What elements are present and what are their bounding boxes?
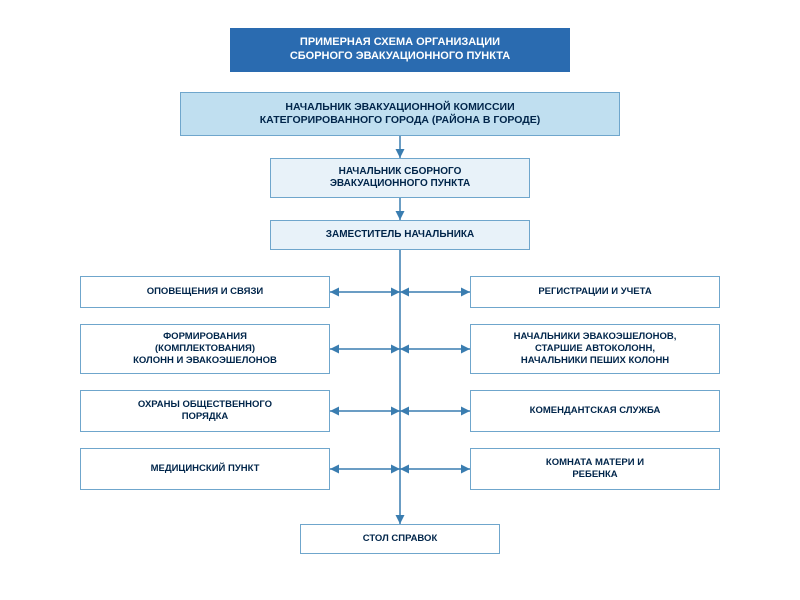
- right-1-text: РЕГИСТРАЦИИ И УЧЕТА: [538, 286, 651, 298]
- right-3-box: КОМЕНДАНТСКАЯ СЛУЖБА: [470, 390, 720, 432]
- right-1-box: РЕГИСТРАЦИИ И УЧЕТА: [470, 276, 720, 308]
- left-3-box: ОХРАНЫ ОБЩЕСТВЕННОГОПОРЯДКА: [80, 390, 330, 432]
- chief-text: НАЧАЛЬНИК СБОРНОГОЭВАКУАЦИОННОГО ПУНКТА: [330, 166, 470, 191]
- bottom-box: СТОЛ СПРАВОК: [300, 524, 500, 554]
- right-3-text: КОМЕНДАНТСКАЯ СЛУЖБА: [530, 405, 661, 417]
- right-2-box: НАЧАЛЬНИКИ ЭВАКОЭШЕЛОНОВ,СТАРШИЕ АВТОКОЛ…: [470, 324, 720, 374]
- deputy-text: ЗАМЕСТИТЕЛЬ НАЧАЛЬНИКА: [326, 229, 475, 242]
- chief-box: НАЧАЛЬНИК СБОРНОГОЭВАКУАЦИОННОГО ПУНКТА: [270, 158, 530, 198]
- title-box: ПРИМЕРНАЯ СХЕМА ОРГАНИЗАЦИИСБОРНОГО ЭВАК…: [230, 28, 570, 72]
- right-4-text: КОМНАТА МАТЕРИ ИРЕБЕНКА: [546, 457, 644, 481]
- deputy-box: ЗАМЕСТИТЕЛЬ НАЧАЛЬНИКА: [270, 220, 530, 250]
- left-2-text: ФОРМИРОВАНИЯ(КОМПЛЕКТОВАНИЯ)КОЛОНН И ЭВА…: [133, 331, 277, 367]
- left-4-box: МЕДИЦИНСКИЙ ПУНКТ: [80, 448, 330, 490]
- commission-box: НАЧАЛЬНИК ЭВАКУАЦИОННОЙ КОМИССИИКАТЕГОРИ…: [180, 92, 620, 136]
- title-text: ПРИМЕРНАЯ СХЕМА ОРГАНИЗАЦИИСБОРНОГО ЭВАК…: [290, 36, 510, 64]
- left-2-box: ФОРМИРОВАНИЯ(КОМПЛЕКТОВАНИЯ)КОЛОНН И ЭВА…: [80, 324, 330, 374]
- left-3-text: ОХРАНЫ ОБЩЕСТВЕННОГОПОРЯДКА: [138, 399, 272, 423]
- left-1-box: ОПОВЕЩЕНИЯ И СВЯЗИ: [80, 276, 330, 308]
- left-1-text: ОПОВЕЩЕНИЯ И СВЯЗИ: [147, 286, 264, 298]
- left-4-text: МЕДИЦИНСКИЙ ПУНКТ: [151, 463, 260, 475]
- bottom-text: СТОЛ СПРАВОК: [363, 533, 438, 545]
- right-2-text: НАЧАЛЬНИКИ ЭВАКОЭШЕЛОНОВ,СТАРШИЕ АВТОКОЛ…: [514, 331, 677, 367]
- right-4-box: КОМНАТА МАТЕРИ ИРЕБЕНКА: [470, 448, 720, 490]
- commission-text: НАЧАЛЬНИК ЭВАКУАЦИОННОЙ КОМИССИИКАТЕГОРИ…: [260, 101, 541, 127]
